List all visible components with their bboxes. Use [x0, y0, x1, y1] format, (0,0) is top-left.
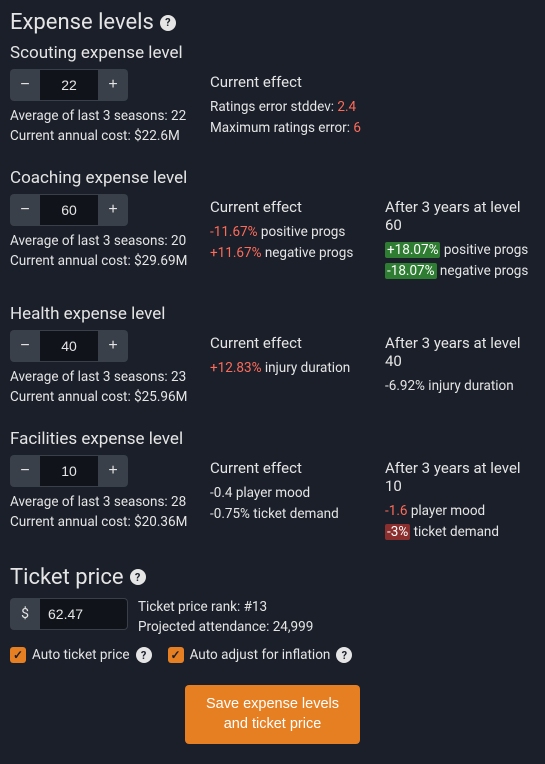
auto-ticket-price-checkbox[interactable]: ✓ Auto ticket price ? — [10, 647, 152, 663]
current-effect-label: Current effect — [210, 198, 375, 216]
help-icon[interactable]: ? — [336, 647, 352, 663]
scouting-increment-button[interactable]: + — [98, 69, 128, 101]
coaching-decrement-button[interactable]: − — [10, 194, 40, 226]
scouting-cost: Current annual cost: $22.6M — [10, 127, 200, 147]
health-decrement-button[interactable]: − — [10, 330, 40, 362]
health-aft: -6.92% injury duration — [385, 376, 535, 397]
scouting-title: Scouting expense level — [10, 43, 535, 63]
health-section: Health expense level − + Average of last… — [10, 304, 535, 407]
expense-levels-heading: Expense levels ? — [10, 10, 535, 35]
coaching-cur-pos: -11.67% positive progs — [210, 222, 375, 243]
facilities-cur-ticket: -0.75% ticket demand — [210, 504, 375, 525]
coaching-cost: Current annual cost: $29.69M — [10, 252, 200, 272]
scouting-decrement-button[interactable]: − — [10, 69, 40, 101]
coaching-title: Coaching expense level — [10, 168, 535, 188]
current-effect-label: Current effect — [210, 459, 375, 477]
scouting-section: Scouting expense level − + Average of la… — [10, 43, 535, 146]
current-effect-label: Current effect — [210, 73, 375, 91]
health-increment-button[interactable]: + — [98, 330, 128, 362]
facilities-increment-button[interactable]: + — [98, 455, 128, 487]
health-avg: Average of last 3 seasons: 23 — [10, 368, 200, 388]
health-cost: Current annual cost: $25.96M — [10, 388, 200, 408]
facilities-stepper: − + — [10, 455, 128, 487]
scouting-stddev-value: 2.4 — [337, 99, 356, 115]
check-icon: ✓ — [168, 647, 184, 663]
facilities-aft-ticket: -3% ticket demand — [385, 522, 535, 543]
coaching-avg: Average of last 3 seasons: 20 — [10, 232, 200, 252]
facilities-aft-mood: -1.6 player mood — [385, 501, 535, 522]
facilities-after-label: After 3 years at level 10 — [385, 459, 535, 495]
facilities-avg: Average of last 3 seasons: 28 — [10, 493, 200, 513]
coaching-level-input[interactable] — [40, 194, 98, 226]
health-after-label: After 3 years at level 40 — [385, 334, 535, 370]
coaching-increment-button[interactable]: + — [98, 194, 128, 226]
scouting-max-line: Maximum ratings error: 6 — [210, 118, 375, 139]
coaching-aft-neg: -18.07% negative progs — [385, 261, 535, 282]
coaching-cur-neg: +11.67% negative progs — [210, 243, 375, 264]
health-cur: +12.83% injury duration — [210, 358, 375, 379]
coaching-after-label: After 3 years at level 60 — [385, 198, 535, 234]
ticket-rank: Ticket price rank: #13 — [138, 598, 313, 618]
auto-ticket-price-label: Auto ticket price — [32, 647, 130, 663]
health-level-input[interactable] — [40, 330, 98, 362]
ticket-attendance: Projected attendance: 24,999 — [138, 618, 313, 638]
ticket-price-group: $ — [10, 598, 128, 630]
facilities-decrement-button[interactable]: − — [10, 455, 40, 487]
ticket-price-row: $ Ticket price rank: #13 Projected atten… — [10, 598, 535, 637]
current-effect-label: Current effect — [210, 334, 375, 352]
scouting-level-input[interactable] — [40, 69, 98, 101]
health-stepper: − + — [10, 330, 128, 362]
facilities-section: Facilities expense level − + Average of … — [10, 429, 535, 543]
ticket-checks: ✓ Auto ticket price ? ✓ Auto adjust for … — [10, 647, 535, 663]
ticket-price-heading: Ticket price ? — [10, 565, 535, 590]
facilities-cost: Current annual cost: $20.36M — [10, 513, 200, 533]
scouting-stddev-line: Ratings error stddev: 2.4 — [210, 97, 375, 118]
expense-levels-title: Expense levels — [10, 10, 154, 35]
coaching-aft-pos: +18.07% positive progs — [385, 240, 535, 261]
auto-inflation-checkbox[interactable]: ✓ Auto adjust for inflation ? — [168, 647, 353, 663]
auto-inflation-label: Auto adjust for inflation — [190, 647, 331, 663]
health-title: Health expense level — [10, 304, 535, 324]
ticket-price-title: Ticket price — [10, 565, 124, 590]
facilities-cur-mood: -0.4 player mood — [210, 483, 375, 504]
help-icon[interactable]: ? — [160, 15, 176, 31]
currency-prefix: $ — [10, 598, 40, 630]
coaching-stepper: − + — [10, 194, 128, 226]
scouting-avg: Average of last 3 seasons: 22 — [10, 107, 200, 127]
help-icon[interactable]: ? — [130, 569, 146, 585]
scouting-stepper: − + — [10, 69, 128, 101]
help-icon[interactable]: ? — [136, 647, 152, 663]
ticket-price-input[interactable] — [40, 598, 128, 630]
save-button[interactable]: Save expense levels and ticket price — [185, 685, 360, 744]
facilities-title: Facilities expense level — [10, 429, 535, 449]
scouting-max-value: 6 — [353, 120, 361, 136]
facilities-level-input[interactable] — [40, 455, 98, 487]
check-icon: ✓ — [10, 647, 26, 663]
coaching-section: Coaching expense level − + Average of la… — [10, 168, 535, 282]
